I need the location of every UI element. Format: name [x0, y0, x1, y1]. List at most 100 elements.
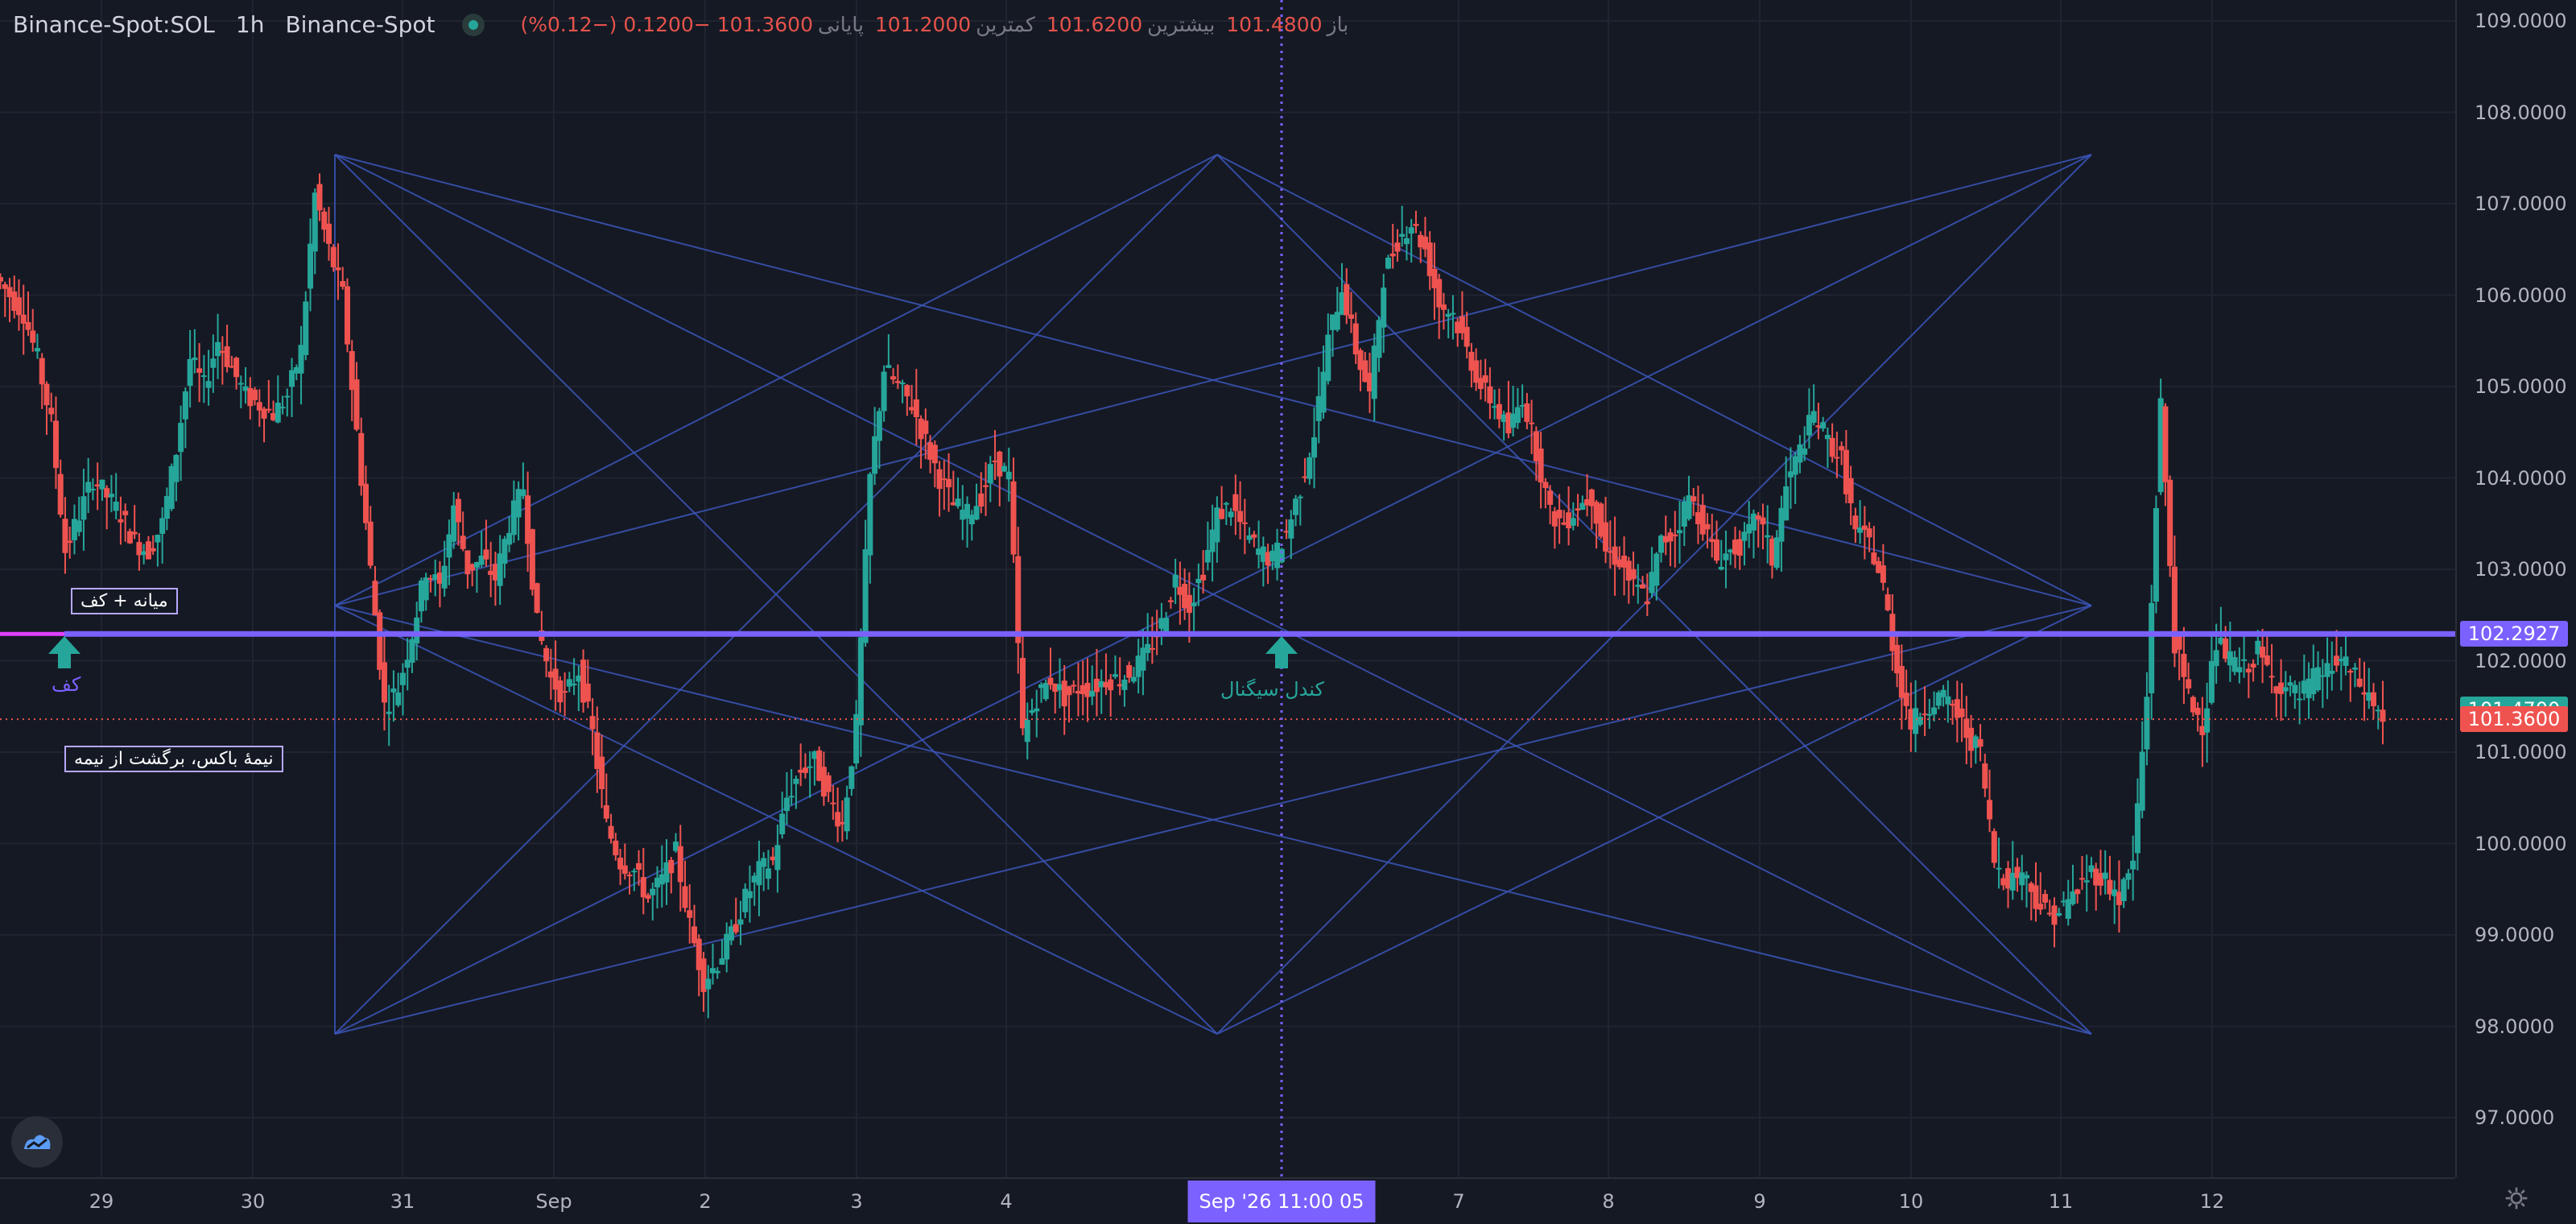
candle-body — [788, 796, 795, 798]
candle-body — [1496, 403, 1502, 420]
price-label: 101.3600 — [2460, 706, 2568, 733]
candle-body — [2273, 686, 2280, 694]
candle-body — [2125, 873, 2132, 880]
symbol-label[interactable]: Binance-Spot:SOL — [13, 11, 215, 38]
time-tick: 12 — [2199, 1190, 2225, 1213]
candle-body — [1158, 618, 1165, 629]
candle-body — [621, 865, 628, 875]
candle-body — [187, 358, 193, 387]
overlays — [0, 0, 2455, 1177]
candle-body — [330, 246, 336, 267]
candle-body — [2107, 879, 2113, 895]
candle-body — [756, 861, 762, 886]
candle-body — [783, 797, 790, 812]
candle-body — [1005, 471, 1012, 480]
candle-body — [150, 548, 156, 552]
candle-body — [1736, 539, 1743, 556]
candle-body — [1357, 349, 1364, 370]
candle-body — [210, 358, 217, 368]
candle-body — [335, 267, 341, 271]
tradingview-logo-icon[interactable] — [11, 1116, 63, 1168]
candle-body — [2213, 650, 2219, 667]
candle-body — [1422, 236, 1428, 250]
market-status-icon[interactable] — [462, 13, 485, 36]
candle-body — [719, 958, 725, 965]
candle-body — [1426, 242, 1433, 276]
candle-body — [1307, 457, 1313, 479]
candle-body — [1885, 594, 1891, 610]
candle-body — [1163, 618, 1170, 635]
candle-body — [1339, 292, 1345, 316]
candle-body — [261, 408, 267, 419]
candle-body — [1010, 481, 1017, 555]
crosshair-time-label: Sep '26 11:00 05 — [1187, 1181, 1376, 1222]
candle-body — [1542, 482, 1549, 489]
time-tick: 31 — [390, 1190, 415, 1213]
candle-body — [2347, 671, 2354, 673]
candle-body — [1330, 314, 1336, 330]
candle-body — [1547, 490, 1554, 505]
price-tick: 99.0000 — [2475, 924, 2555, 946]
time-tick: 10 — [1898, 1190, 1924, 1213]
candle-body — [141, 551, 147, 556]
candle-body — [798, 769, 804, 773]
candle-body — [275, 403, 281, 423]
candle-body — [1584, 499, 1591, 506]
candle-body — [1903, 693, 1909, 706]
candle-body — [1677, 530, 1683, 534]
annotation-box-top[interactable]: میانه + کف — [71, 588, 178, 614]
candle-body — [1052, 684, 1059, 693]
annotation-box-bottom[interactable]: نیمهٔ باکس، برگشت از نیمه — [64, 746, 283, 772]
pattern-line — [1216, 605, 2092, 1035]
candle-body — [1510, 413, 1517, 428]
candle-body — [696, 938, 702, 970]
time-tick: Sep — [535, 1190, 572, 1213]
price-label: 102.2927 — [2460, 621, 2568, 647]
change-value: −0.1200 (−0.12%) — [520, 13, 711, 36]
candle-body — [182, 391, 188, 420]
price-tick: 103.0000 — [2475, 558, 2567, 581]
candle-body — [562, 691, 568, 693]
candle-body — [2278, 682, 2285, 694]
candle-body — [857, 637, 864, 726]
candle-body — [488, 570, 494, 576]
price-axis[interactable]: 109.0000 108.0000 107.0000 106.0000 105.0000… — [2455, 0, 2576, 1177]
candle-body — [1843, 449, 1849, 494]
candle-body — [1728, 549, 1734, 553]
plot-area[interactable]: Binance-Spot:SOL 1h Binance-Spot باز101.… — [0, 0, 2455, 1177]
candle-body — [2245, 668, 2252, 673]
candle-body — [1834, 457, 1840, 459]
candle-body — [853, 713, 860, 764]
candle-body — [2079, 878, 2085, 880]
candle-body — [894, 381, 901, 383]
time-axis[interactable]: 12 11 10 9 8 7 4 3 2 Sep 31 30 29 Sep '26 11:00 05 — [0, 1177, 2455, 1224]
candle-body — [543, 647, 550, 662]
candle-body — [1621, 555, 1628, 568]
settings-gear-icon[interactable] — [2504, 1185, 2529, 1211]
candle-body — [950, 502, 956, 506]
candle-body — [1709, 539, 1715, 543]
candle-body — [2334, 655, 2340, 666]
candle-body — [2356, 678, 2363, 687]
candle-body — [2056, 912, 2062, 916]
candle-body — [441, 565, 448, 589]
candle-body — [1732, 540, 1738, 555]
candle-body — [1839, 446, 1845, 451]
candle-body — [353, 379, 360, 430]
price-tick: 97.0000 — [2475, 1106, 2555, 1129]
candle-body — [1690, 496, 1697, 502]
chart-svg[interactable] — [0, 0, 2455, 1177]
candle-body — [2264, 655, 2270, 665]
candle-body — [1635, 585, 1641, 587]
timeframe-label[interactable]: 1h — [235, 11, 265, 38]
candle-body — [108, 494, 114, 498]
candle-body — [2009, 872, 2016, 891]
candle-body — [1625, 560, 1632, 581]
candle-body — [1699, 505, 1706, 535]
candle-body — [1968, 727, 1975, 751]
candle-body — [2361, 692, 2368, 695]
candle-body — [52, 420, 59, 469]
candle-body — [876, 411, 882, 441]
candle-body — [2371, 692, 2377, 707]
candle-body — [1996, 867, 2002, 870]
